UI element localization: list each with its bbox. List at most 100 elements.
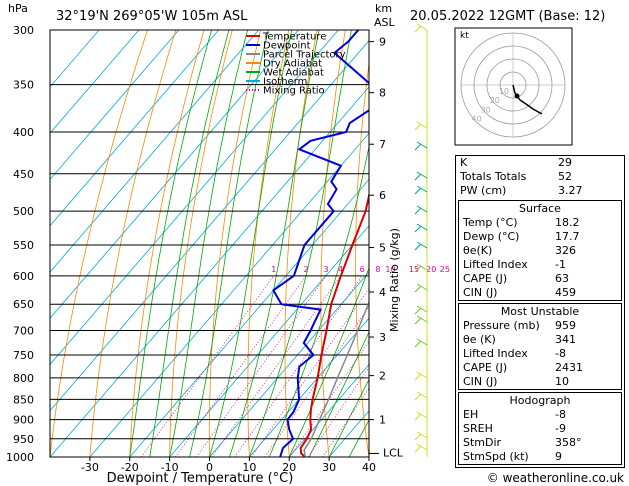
x-tick-label: 30	[322, 461, 336, 474]
km-tick-label: 1	[379, 414, 386, 427]
index-row: PW (cm) 3.27	[456, 184, 624, 198]
wind-barb	[414, 185, 428, 195]
mixing-ratio-label: 3	[323, 265, 328, 274]
surface-label: Temp (°C)	[463, 216, 518, 229]
wind-barb	[414, 141, 428, 151]
mixing-ratio-line	[307, 366, 369, 457]
mixing-ratio-label: 6	[360, 265, 365, 274]
km-tick-label: 2	[379, 370, 386, 383]
index-row: K 29	[456, 156, 624, 170]
pressure-tick-label: 850	[13, 393, 34, 406]
isotherm-line	[50, 40, 369, 412]
surface-label: CIN (J)	[463, 286, 498, 299]
mixing-ratio-line	[322, 387, 369, 457]
hodograph-stat-row: StmSpd (kt) 9	[459, 450, 621, 464]
parcel-trajectory-line	[303, 300, 369, 457]
pressure-tick-label: 650	[13, 298, 34, 311]
x-tick-label: -30	[81, 461, 99, 474]
hodograph-ring-label: 40	[472, 114, 482, 123]
hodograph-panel: Hodograph EH -8 SREH -9 StmDir 358° StmSpd (kt…	[458, 392, 622, 465]
hpa-label: hPa	[8, 2, 28, 15]
most-unstable-row: CAPE (J) 2431	[459, 361, 621, 375]
wind-barb	[414, 338, 428, 348]
hodograph-title: Hodograph	[509, 394, 571, 407]
hodograph-ring-label: 10	[499, 87, 509, 96]
surface-row: Lifted Index -1	[459, 258, 621, 272]
x-tick-label: 40	[362, 461, 376, 474]
wind-barb	[414, 23, 428, 33]
most-unstable-label: θe (K)	[463, 333, 496, 346]
km-tick-label: 4	[379, 286, 386, 299]
surface-label: θe(K)	[463, 244, 493, 257]
isotherm-line	[288, 363, 369, 457]
hodograph-stat-label: StmSpd (kt)	[463, 450, 529, 463]
most-unstable-value: -8	[555, 347, 566, 360]
pressure-tick-label: 1000	[6, 451, 34, 464]
index-row: Totals Totals 52	[456, 170, 624, 184]
mixing-ratio-label: 25	[440, 265, 450, 274]
most-unstable-value: 2431	[555, 361, 583, 374]
header-location: 32°19'N 269°05'W 105m ASL	[56, 9, 248, 24]
isotherm-line	[50, 30, 259, 273]
pressure-tick-label: 950	[13, 433, 34, 446]
legend-item-label: Temperature	[262, 32, 326, 43]
pressure-tick-label: 600	[13, 270, 34, 283]
wind-barb	[414, 263, 428, 273]
hodograph-ring-label: 20	[490, 96, 500, 105]
wind-barb	[414, 205, 428, 215]
x-tick-label: 10	[242, 461, 256, 474]
mixing-ratio-label: 15	[409, 265, 419, 274]
dry-adiabat-line	[89, 30, 177, 457]
most-unstable-title: Most Unstable	[500, 305, 580, 318]
surface-value: 63	[555, 272, 569, 285]
wind-barb	[414, 305, 428, 315]
pressure-tick-label: 300	[13, 24, 34, 37]
dry-adiabat-line	[169, 30, 233, 457]
wind-barb	[414, 223, 428, 233]
wind-barbs	[414, 23, 428, 453]
dry-adiabat-line	[355, 60, 369, 457]
isotherm-line	[50, 30, 299, 319]
km-tick-label: 6	[379, 189, 386, 202]
surface-row: CIN (J) 459	[459, 286, 621, 300]
index-value: 29	[558, 156, 572, 169]
temperature-line	[299, 191, 369, 457]
legend-item-label: Dewpoint	[263, 41, 311, 52]
pressure-tick-label: 550	[13, 239, 34, 252]
most-unstable-value: 341	[555, 333, 576, 346]
most-unstable-label: Lifted Index	[463, 347, 528, 360]
dewpoint-line	[272, 30, 369, 457]
storm-motion-marker	[514, 93, 520, 99]
wind-barb	[414, 391, 428, 401]
hodograph-ring-label: 30	[481, 105, 491, 114]
wet-adiabat-line	[308, 331, 369, 457]
mixing-ratio-axis-title: Mixing Ratio (g/kg)	[388, 228, 401, 332]
most-unstable-row: CIN (J) 10	[459, 375, 621, 389]
legend-item-label: Parcel Trajectory	[263, 50, 346, 61]
isotherm-line	[249, 317, 369, 457]
wind-barb	[414, 171, 428, 181]
hodograph-stat-value: -8	[555, 408, 566, 421]
most-unstable-label: CIN (J)	[463, 375, 498, 388]
most-unstable-panel: Most Unstable Pressure (mb) 959 θe (K) 341 L…	[458, 303, 622, 390]
x-tick-label: -20	[121, 461, 139, 474]
km-tick-label: 9	[379, 36, 386, 49]
km-label: km	[375, 2, 392, 15]
wet-adiabat-line	[129, 30, 212, 457]
pressure-tick-label: 900	[13, 414, 34, 427]
mixing-ratio-label: 1	[271, 265, 276, 274]
wind-barb	[414, 283, 428, 293]
index-label: Totals Totals	[460, 170, 527, 183]
header-date: 20.05.2022 12GMT (Base: 12)	[410, 9, 605, 24]
surface-row: CAPE (J) 63	[459, 272, 621, 286]
wet-adiabat-line	[169, 30, 248, 457]
surface-value: 18.2	[555, 216, 580, 229]
surface-panel: Surface Temp (°C) 18.2 Dewp (°C) 17.7 θe(K) 3…	[458, 200, 622, 301]
surface-value: 326	[555, 244, 576, 257]
km-tick-label: 5	[379, 242, 386, 255]
mixing-ratio-label: 8	[375, 265, 380, 274]
legend-item-label: Mixing Ratio	[263, 86, 325, 97]
km-tick-label: 3	[379, 331, 386, 344]
